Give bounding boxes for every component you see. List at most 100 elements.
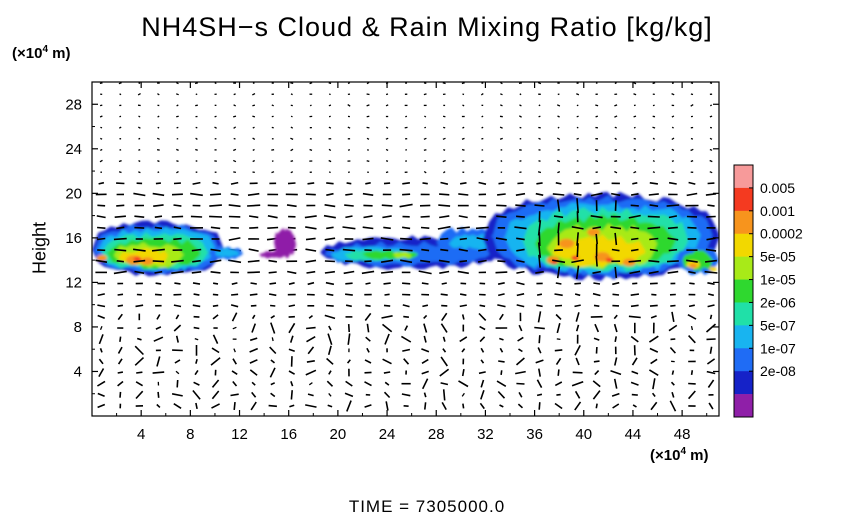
wind-vector — [271, 104, 274, 107]
wind-vector — [309, 148, 313, 152]
wind-vector — [535, 359, 544, 364]
wind-vector — [595, 148, 599, 151]
wind-vector — [518, 82, 523, 85]
wind-vector — [709, 104, 713, 107]
wind-vector — [151, 248, 165, 252]
wind-vector — [135, 304, 144, 308]
wind-vector — [307, 393, 314, 397]
wind-vector — [328, 171, 331, 174]
wind-vector — [342, 226, 356, 230]
wind-vector — [328, 370, 332, 375]
wind-vector — [461, 368, 465, 377]
wind-vector — [136, 337, 142, 341]
cloud-contour — [393, 251, 412, 259]
wind-vector — [593, 360, 600, 363]
wind-vector — [176, 115, 179, 118]
wind-vector — [628, 259, 642, 263]
wind-vector — [400, 335, 412, 343]
wind-vector — [385, 104, 389, 107]
wind-vector — [154, 270, 163, 274]
colorbar-swatch — [734, 187, 753, 212]
wind-vector — [632, 404, 637, 408]
wind-vector — [552, 193, 565, 196]
wind-vector — [515, 192, 526, 196]
wind-vector — [233, 93, 236, 96]
wind-vector — [480, 93, 484, 96]
wind-vector — [497, 390, 506, 399]
wind-vector — [574, 282, 581, 285]
wind-vector — [459, 260, 468, 263]
wind-vector — [671, 115, 675, 118]
wind-vector — [574, 293, 581, 297]
wind-vector — [231, 282, 238, 285]
wind-vector — [400, 259, 413, 264]
wind-vector — [649, 304, 658, 307]
wind-vector — [459, 336, 468, 343]
wind-vector — [156, 356, 161, 367]
wind-vector — [534, 326, 545, 330]
wind-vector — [671, 126, 674, 129]
wind-vector — [366, 347, 370, 353]
wind-vector — [290, 93, 293, 96]
wind-vector — [690, 93, 694, 96]
wind-vector — [117, 371, 124, 374]
wind-vector — [383, 282, 391, 285]
wind-vector — [251, 314, 256, 320]
wind-vector — [613, 378, 618, 389]
wind-vector — [231, 312, 238, 322]
x-tick-label: 44 — [625, 426, 642, 443]
wind-vector — [194, 369, 199, 376]
wind-vector — [613, 323, 618, 333]
wind-vector — [345, 193, 353, 196]
wind-vector — [499, 126, 503, 129]
wind-vector — [117, 346, 123, 354]
wind-vector — [195, 358, 198, 364]
wind-vector — [628, 315, 641, 319]
wind-vector — [478, 371, 486, 375]
wind-vector — [666, 260, 679, 263]
wind-vector — [347, 126, 351, 129]
cloud-core — [140, 257, 154, 266]
wind-vector — [709, 159, 713, 163]
wind-vector — [516, 304, 525, 308]
wind-vector — [175, 370, 180, 375]
wind-vector — [134, 215, 145, 218]
wind-vector — [97, 226, 106, 229]
wind-vector — [176, 160, 179, 163]
wind-vector — [706, 370, 716, 375]
wind-vector — [456, 226, 470, 230]
wind-vector — [271, 171, 275, 174]
wind-vector — [575, 324, 580, 332]
wind-vector — [594, 370, 600, 376]
wind-vector — [365, 336, 371, 342]
wind-vector — [192, 181, 201, 185]
y-tick-label: 8 — [74, 319, 82, 336]
wind-vector — [420, 215, 430, 218]
wind-vector — [537, 220, 542, 236]
wind-vector — [461, 348, 466, 353]
wind-vector — [614, 170, 618, 174]
wind-vector — [209, 204, 222, 207]
wind-vector — [556, 137, 561, 141]
colorbar-swatch — [734, 394, 753, 418]
wind-vector — [537, 347, 542, 354]
wind-vector — [518, 115, 522, 118]
wind-vector — [614, 126, 617, 129]
wind-vector — [324, 260, 335, 263]
wind-vector — [576, 198, 579, 214]
wind-vector — [705, 193, 717, 196]
wind-vector — [630, 304, 639, 308]
wind-vector — [194, 337, 199, 341]
wind-vector — [497, 282, 505, 285]
wind-vector — [305, 248, 317, 252]
wind-vector — [538, 137, 541, 140]
chart-title: NH4SH−s Cloud & Rain Mixing Ratio [kg/kg… — [141, 12, 713, 42]
wind-vector — [538, 254, 541, 268]
wind-vector — [211, 390, 220, 400]
wind-vector — [458, 215, 468, 219]
wind-vector — [689, 282, 695, 285]
wind-vector — [458, 380, 469, 388]
wind-vector — [380, 259, 394, 263]
wind-vector — [328, 104, 332, 107]
wind-vector — [593, 182, 600, 185]
